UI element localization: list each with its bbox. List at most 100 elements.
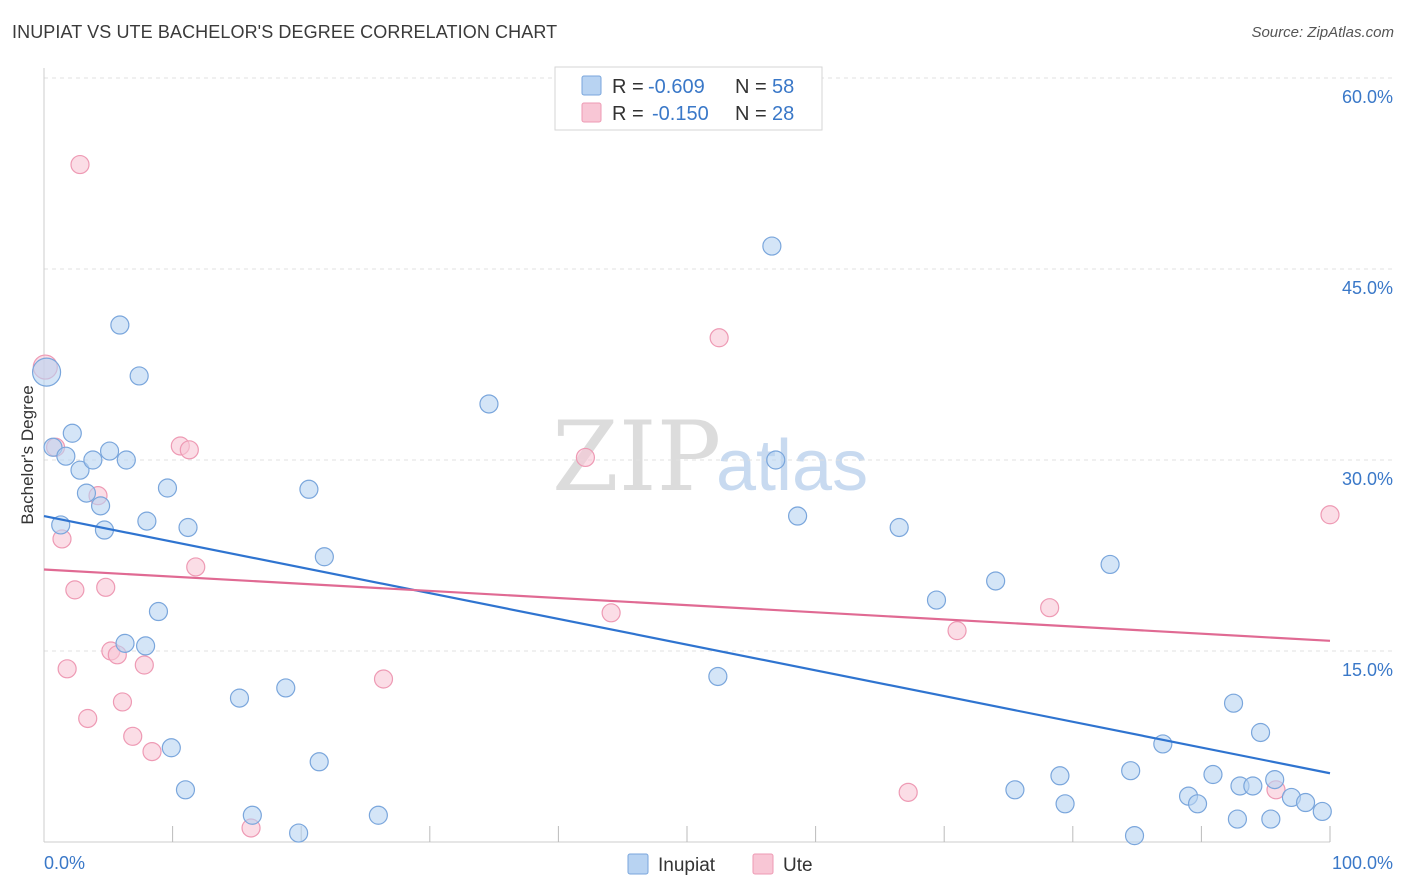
inupiat-point [175,780,196,800]
inupiat-point [242,805,262,825]
inupiat-point [289,823,309,843]
ute-point [96,577,116,597]
inupiat-point [1100,554,1120,575]
ute-point [709,328,729,348]
ute-point [601,603,621,623]
correlation-legend: R = -0.609 N = 58 R = -0.150 N = 28 [554,66,823,131]
inupiat-point [1250,722,1271,743]
inupiat-point [161,738,181,758]
inupiat-point [368,805,388,825]
inupiat-point [1312,801,1332,822]
gridlines [44,77,1392,652]
bottom-legend-label-inupiat: Inupiat [658,855,716,876]
inupiat-point [1005,780,1025,800]
y-tick-label: 15.0% [1342,660,1393,680]
x-tick-label-min: 0.0% [44,853,85,873]
inupiat-point [762,236,782,256]
ute-point [947,621,967,641]
ute-point [186,557,206,577]
inupiat-point [889,517,909,538]
ute-point [112,692,133,712]
bottom-legend-swatch-inupiat [627,853,649,875]
y-tick-labels: 15.0% 30.0% 45.0% 60.0% [1342,87,1393,680]
inupiat-point [137,511,157,531]
legend-r-label-ute: R = [612,103,644,125]
legend-n-label-inupiat: N = [735,76,767,98]
inupiat-points [31,236,1332,846]
inupiat-point [1203,764,1223,785]
inupiat-point [99,441,120,461]
inupiat-point [115,633,135,653]
legend-n-value-inupiat: 58 [772,76,794,98]
inupiat-point [926,590,947,610]
inupiat-point [129,366,149,386]
legend-n-value-ute: 28 [772,103,794,125]
legend-swatch-inupiat [581,75,602,96]
ute-point [123,726,143,746]
legend-r-value-inupiat: -0.609 [648,76,705,98]
y-tick-label: 45.0% [1342,278,1393,298]
ute-trend-line [43,568,1331,642]
legend-swatch-ute [581,102,602,123]
legend-r-label-inupiat: R = [612,76,644,98]
inupiat-point [229,688,250,708]
legend-r-value-ute: -0.150 [652,103,709,125]
inupiat-point [787,506,808,526]
ute-point [1320,505,1340,525]
trend-lines [43,514,1331,775]
inupiat-point [708,666,728,687]
ute-point [78,708,98,729]
inupiat-point [1121,761,1141,781]
ute-point [898,782,918,802]
inupiat-point [90,496,111,516]
inupiat-point [479,394,499,414]
inupiat-point [1261,809,1281,829]
inupiat-point [1050,766,1070,786]
watermark-atlas: atlas [716,426,868,506]
ute-point [65,580,85,600]
inupiat-point [62,423,82,443]
inupiat-point [276,678,296,698]
inupiat-point [1055,794,1075,814]
inupiat-point [309,752,329,772]
inupiat-point [76,483,97,503]
ute-point [70,154,90,175]
inupiat-point [1124,826,1145,846]
inupiat-point [1187,794,1208,814]
ute-point [373,669,394,689]
ute-point [1040,598,1060,618]
inupiat-point [31,357,62,387]
y-axis-label: Bachelor's Degree [18,385,37,524]
inupiat-point [986,571,1006,591]
x-ticks [172,826,1331,842]
inupiat-trend-line [43,514,1331,775]
y-tick-label: 30.0% [1342,469,1393,489]
x-tick-label-max: 100.0% [1332,853,1393,873]
inupiat-point [83,450,103,470]
series-legend: Inupiat Ute [627,853,813,876]
chart-title: INUPIAT VS UTE BACHELOR'S DEGREE CORRELA… [12,22,558,42]
inupiat-point [299,479,319,499]
inupiat-point [148,601,169,622]
inupiat-point [157,478,178,498]
ute-point [57,659,77,679]
source-credit: Source: ZipAtlas.com [1251,24,1394,41]
bottom-legend-label-ute: Ute [783,855,813,876]
inupiat-point [56,446,76,466]
bottom-legend-swatch-ute [752,853,774,875]
inupiat-point [314,547,334,567]
inupiat-point [178,517,198,538]
ute-point [142,741,162,762]
ute-point [179,440,199,460]
inupiat-point [135,636,156,656]
inupiat-point [766,450,786,470]
inupiat-point [1223,693,1244,713]
ute-point [575,447,596,468]
ute-point [134,655,154,675]
inupiat-point [1295,792,1316,813]
inupiat-point [116,450,136,470]
legend-n-label-ute: N = [735,103,767,125]
inupiat-point [1243,776,1263,796]
inupiat-point [1265,770,1285,790]
